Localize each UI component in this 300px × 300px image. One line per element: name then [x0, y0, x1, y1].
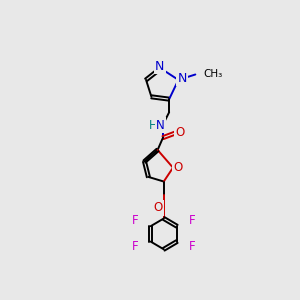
Text: O: O [175, 126, 184, 139]
Text: N: N [178, 72, 187, 85]
Text: N: N [155, 59, 165, 73]
Text: F: F [189, 241, 196, 254]
Text: CH₃: CH₃ [203, 69, 222, 79]
Text: N: N [156, 119, 165, 132]
Text: F: F [189, 214, 196, 227]
Text: F: F [132, 214, 139, 227]
Text: O: O [154, 201, 163, 214]
Text: F: F [132, 241, 139, 254]
Text: O: O [173, 161, 182, 174]
Text: H: H [149, 119, 158, 132]
